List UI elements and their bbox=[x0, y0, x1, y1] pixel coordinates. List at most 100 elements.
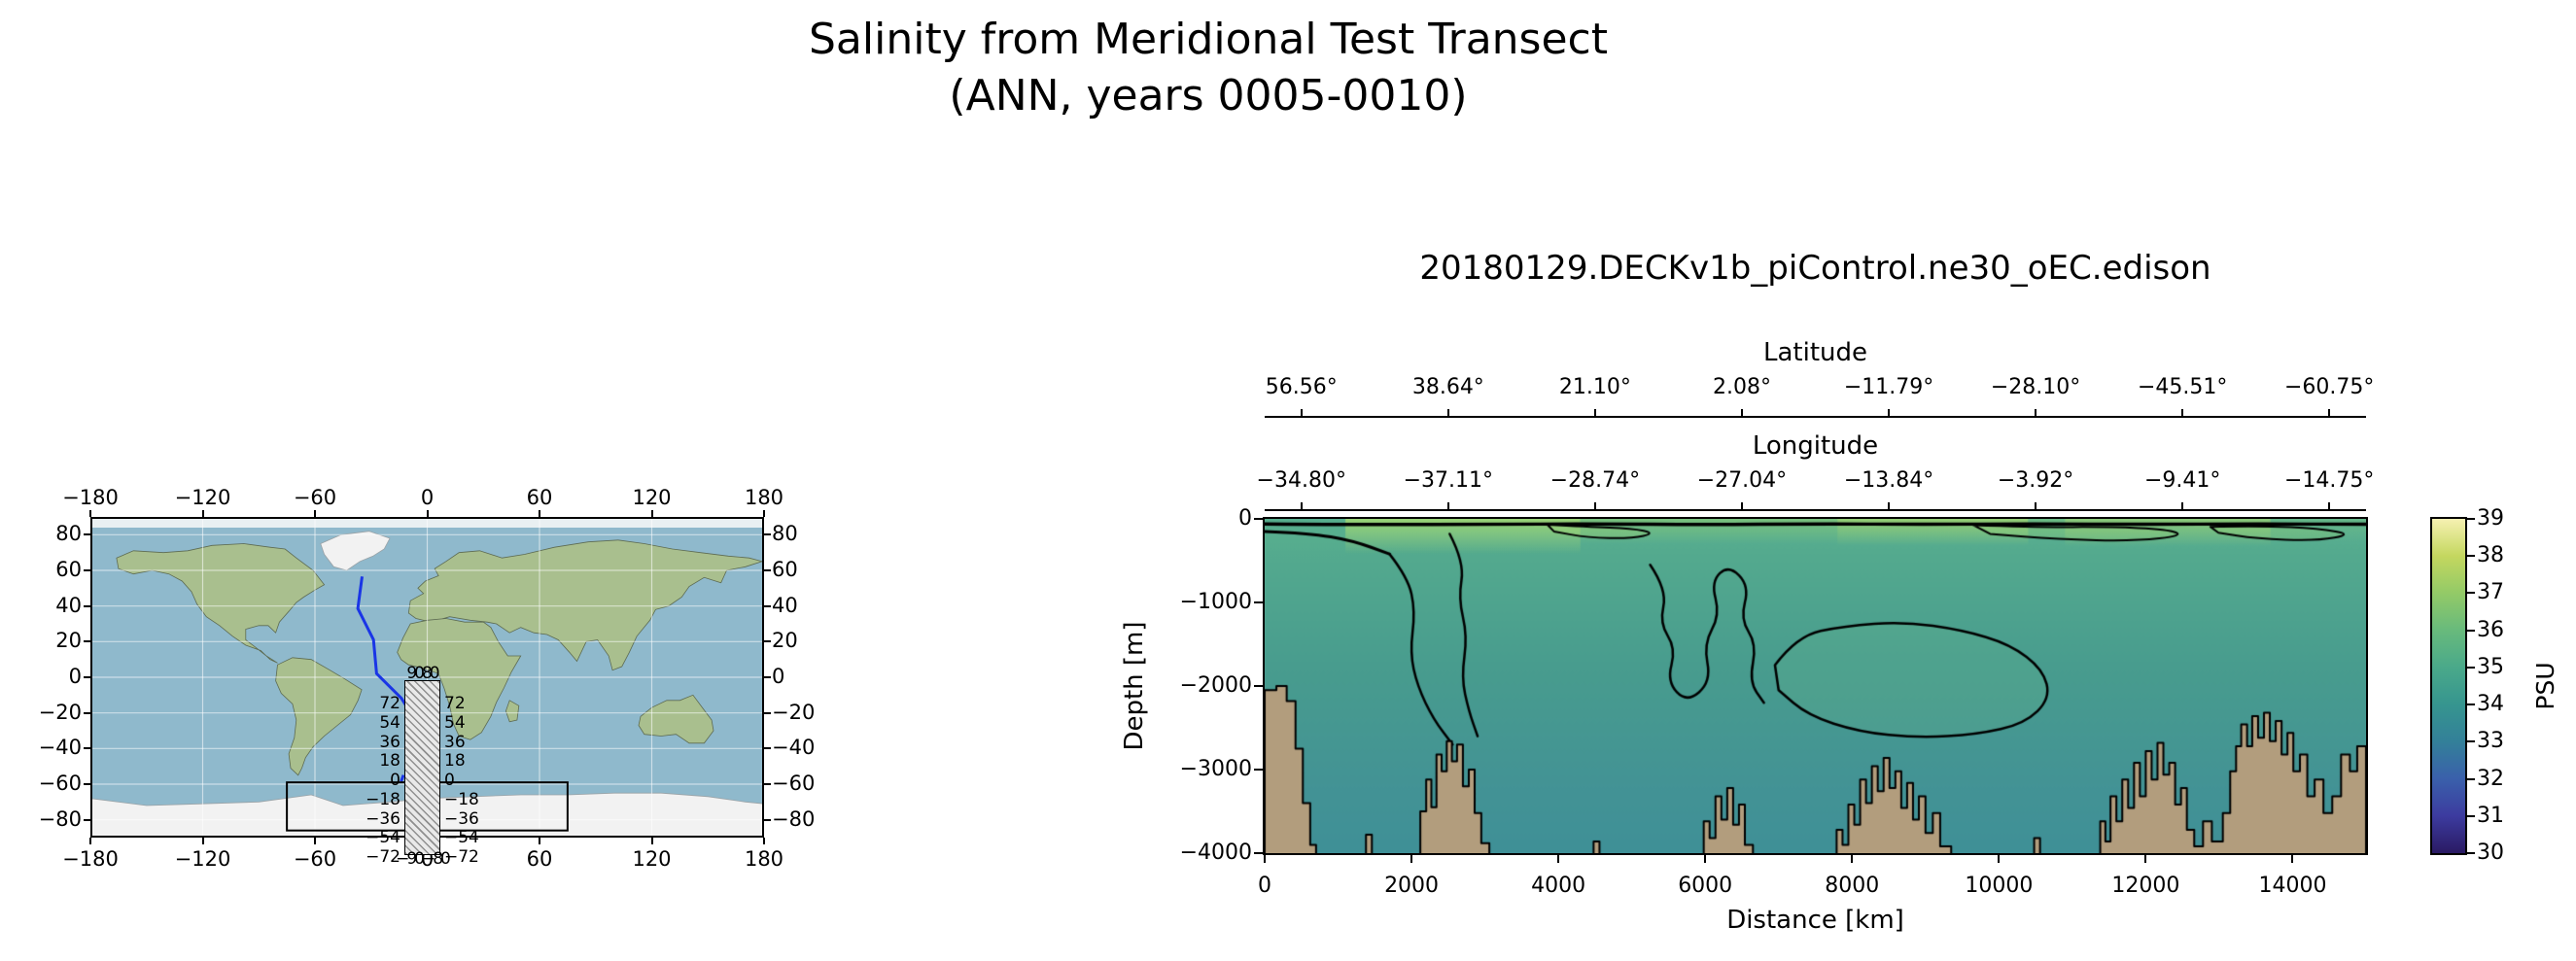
x-tick-label: 8000 bbox=[1825, 874, 1880, 898]
latitude-tickmark bbox=[1593, 409, 1596, 416]
colorbar-label: PSU bbox=[2531, 662, 2559, 710]
latitude-tick-label: 2.08° bbox=[1712, 375, 1771, 399]
figure-title-line2: (ANN, years 0005-0010) bbox=[949, 71, 1468, 121]
map-lon-tick-label-bottom: 180 bbox=[744, 847, 784, 871]
map-lat-tickmark-right bbox=[764, 783, 771, 785]
map-lat-tickmark-left bbox=[84, 676, 90, 678]
map-inset-tick-label-right: 18 bbox=[444, 751, 466, 772]
map-lat-tickmark-left bbox=[84, 569, 90, 571]
map-land-greenland bbox=[320, 531, 391, 571]
map-lon-tickmark-top bbox=[650, 510, 653, 517]
map-inset-tick-label-right: −36 bbox=[444, 808, 479, 829]
map-lat-tick-label-left: 0 bbox=[68, 665, 82, 688]
latitude-tickmark bbox=[1446, 409, 1449, 416]
colorbar-tickmark bbox=[2467, 814, 2475, 817]
y-tick-label: −1000 bbox=[1179, 590, 1252, 614]
map-inset-tick-label-left: −18 bbox=[366, 789, 400, 809]
longitude-tick-label: −9.41° bbox=[2143, 468, 2221, 493]
map-land-madagascar bbox=[505, 700, 520, 723]
map-lat-tickmark-right bbox=[764, 747, 771, 750]
map-transect-line-dashed bbox=[398, 727, 422, 786]
y-tick-label: −4000 bbox=[1179, 841, 1252, 865]
colorbar-tickmark bbox=[2467, 518, 2475, 520]
map-inset-tick-label-right: 36 bbox=[444, 732, 466, 752]
colorbar-tick-label: 32 bbox=[2477, 766, 2504, 791]
longitude-axis-label: Longitude bbox=[1752, 431, 1879, 461]
colorbar-tick-label: 30 bbox=[2477, 841, 2504, 865]
map-inset-tick-label-right: −18 bbox=[444, 789, 479, 809]
colorbar-tickmark bbox=[2467, 777, 2475, 780]
map-lat-tickmark-left bbox=[84, 604, 90, 607]
map-lat-tickmark-right bbox=[764, 711, 771, 714]
colorbar-tick-label: 37 bbox=[2477, 580, 2504, 605]
map-lat-tick-label-left: 60 bbox=[55, 558, 82, 581]
map-lon-tickmark-top bbox=[426, 510, 429, 517]
map-lon-tickmark-top bbox=[539, 510, 540, 517]
map-lon-tick-label-top: 0 bbox=[420, 486, 435, 509]
longitude-tickmark bbox=[2035, 502, 2037, 509]
map-lon-tickmark-bottom bbox=[539, 838, 540, 844]
map-inset-tick-label-right: −72 bbox=[444, 847, 479, 867]
longitude-tickmark bbox=[1888, 502, 1891, 509]
map-lat-tick-label-left: 80 bbox=[55, 522, 82, 546]
map-lat-tickmark-left bbox=[84, 533, 90, 536]
map-inset-tick-label-left: −72 bbox=[366, 847, 400, 867]
transect-title: 20180129.DECKv1b_piControl.ne30_oEC.edis… bbox=[1419, 249, 2211, 288]
latitude-tick-label: −11.79° bbox=[1843, 375, 1934, 399]
map-lat-tick-label-right: 80 bbox=[772, 522, 798, 546]
latitude-axis-line bbox=[1265, 416, 2366, 418]
map-lat-tick-label-right: 20 bbox=[772, 629, 798, 653]
x-tickmark bbox=[1557, 855, 1560, 863]
map-lon-tickmark-bottom bbox=[314, 838, 316, 844]
longitude-tickmark bbox=[1740, 502, 1743, 509]
longitude-tick-label: −13.84° bbox=[1843, 468, 1934, 493]
map-land-australia bbox=[638, 694, 714, 744]
x-tickmark bbox=[2144, 855, 2147, 863]
y-tick-label: 0 bbox=[1238, 506, 1252, 531]
map-land-eurasia bbox=[407, 539, 764, 671]
world-map bbox=[90, 517, 764, 838]
map-lon-tickmark-bottom bbox=[650, 838, 653, 844]
map-land-africa bbox=[397, 618, 522, 740]
x-tickmark bbox=[2291, 855, 2294, 863]
x-tick-label: 4000 bbox=[1531, 874, 1586, 898]
colorbar-tickmark bbox=[2467, 704, 2475, 706]
map-lat-tickmark-left bbox=[84, 818, 90, 821]
colorbar-tick-label: 34 bbox=[2477, 692, 2504, 717]
y-tickmark bbox=[1254, 601, 1263, 603]
map-inset-tick-label-right: 0 bbox=[444, 771, 455, 790]
map-lon-tick-label-top: 120 bbox=[632, 486, 672, 509]
x-tick-label: 0 bbox=[1258, 874, 1271, 898]
x-tickmark bbox=[1851, 855, 1854, 863]
map-lon-tick-label-top: 180 bbox=[744, 486, 784, 509]
x-tick-label: 2000 bbox=[1384, 874, 1440, 898]
map-inset-tick-label-left: 0 bbox=[390, 771, 400, 790]
map-inset-tick-label-left: 54 bbox=[379, 712, 400, 733]
salinity-section-plot bbox=[1265, 519, 2366, 853]
y-tickmark bbox=[1254, 685, 1263, 687]
map-lat-tickmark-right bbox=[764, 676, 771, 678]
map-lat-tickmark-left bbox=[84, 711, 90, 714]
map-lon-tick-label-top: −180 bbox=[62, 486, 119, 509]
x-axis-label: Distance [km] bbox=[1726, 906, 1904, 935]
map-lon-tick-label-bottom: 60 bbox=[526, 847, 553, 871]
latitude-tick-label: −45.51° bbox=[2137, 375, 2228, 399]
x-tickmark bbox=[1264, 855, 1266, 863]
x-tick-label: 6000 bbox=[1678, 874, 1733, 898]
map-lat-tick-label-left: −80 bbox=[38, 807, 82, 831]
latitude-tickmark bbox=[2035, 409, 2037, 416]
figure-title: Salinity from Meridional Test Transect (… bbox=[0, 12, 2417, 124]
map-lat-tick-label-right: −80 bbox=[772, 807, 816, 831]
colorbar-tick-label: 38 bbox=[2477, 543, 2504, 568]
map-lat-tick-label-right: −40 bbox=[772, 736, 816, 760]
map-lat-tickmark-right bbox=[764, 533, 771, 536]
map-inset-tick-label-left: −36 bbox=[366, 808, 400, 829]
map-lat-tick-label-right: 0 bbox=[772, 665, 785, 688]
latitude-axis-label: Latitude bbox=[1762, 338, 1867, 367]
colorbar bbox=[2430, 517, 2467, 855]
map-lon-tick-label-bottom: −180 bbox=[62, 847, 119, 871]
latitude-tickmark bbox=[1740, 409, 1743, 416]
latitude-tickmark bbox=[1888, 409, 1891, 416]
y-tick-label: −2000 bbox=[1179, 673, 1252, 698]
